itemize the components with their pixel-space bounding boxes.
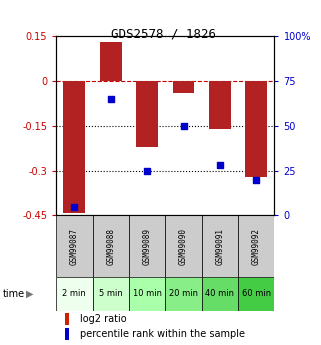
Bar <box>165 277 202 311</box>
Bar <box>238 216 274 277</box>
Text: 60 min: 60 min <box>242 289 271 298</box>
Text: GDS2578 / 1826: GDS2578 / 1826 <box>111 28 216 41</box>
Bar <box>202 277 238 311</box>
Bar <box>202 216 238 277</box>
Text: 2 min: 2 min <box>63 289 86 298</box>
Bar <box>209 81 231 129</box>
Text: GSM99091: GSM99091 <box>215 228 224 265</box>
Point <box>217 162 222 168</box>
Text: 40 min: 40 min <box>205 289 234 298</box>
Bar <box>129 277 165 311</box>
Text: ▶: ▶ <box>26 289 34 299</box>
Text: GSM99090: GSM99090 <box>179 228 188 265</box>
Text: 10 min: 10 min <box>133 289 162 298</box>
Bar <box>92 216 129 277</box>
Text: GSM99087: GSM99087 <box>70 228 79 265</box>
Bar <box>56 277 92 311</box>
Point <box>181 123 186 129</box>
Bar <box>129 216 165 277</box>
Bar <box>65 328 69 340</box>
Text: 5 min: 5 min <box>99 289 123 298</box>
Point <box>108 96 113 102</box>
Bar <box>136 81 158 147</box>
Text: percentile rank within the sample: percentile rank within the sample <box>80 329 245 339</box>
Point <box>72 204 77 209</box>
Bar <box>245 81 267 177</box>
Bar <box>65 313 69 325</box>
Text: 20 min: 20 min <box>169 289 198 298</box>
Bar <box>56 216 92 277</box>
Text: GSM99089: GSM99089 <box>143 228 152 265</box>
Text: GSM99092: GSM99092 <box>252 228 261 265</box>
Bar <box>100 42 122 81</box>
Bar <box>238 277 274 311</box>
Bar <box>173 81 195 93</box>
Text: GSM99088: GSM99088 <box>106 228 115 265</box>
Bar <box>64 81 85 213</box>
Point <box>254 177 259 183</box>
Point <box>144 168 150 174</box>
Bar <box>165 216 202 277</box>
Bar <box>92 277 129 311</box>
Text: time: time <box>3 289 25 299</box>
Text: log2 ratio: log2 ratio <box>80 314 127 324</box>
